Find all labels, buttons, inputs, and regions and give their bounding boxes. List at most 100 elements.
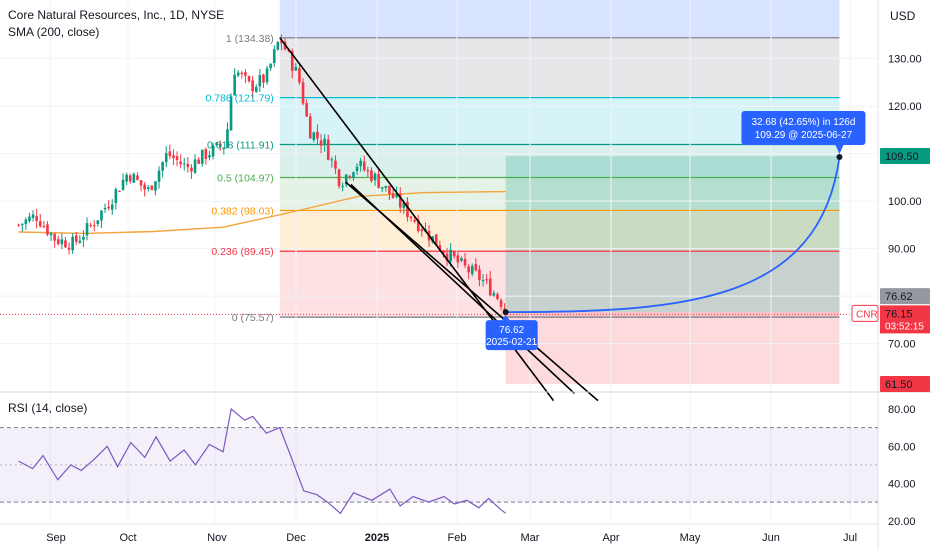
candle-body[interactable] — [215, 142, 218, 146]
candle-body[interactable] — [380, 187, 384, 189]
projection-start-point[interactable] — [502, 309, 509, 316]
candle-body[interactable] — [74, 235, 78, 242]
candle-body[interactable] — [395, 193, 398, 197]
candle-body[interactable] — [222, 147, 226, 149]
candle-body[interactable] — [305, 103, 308, 117]
candle-body[interactable] — [100, 210, 103, 221]
candle-body[interactable] — [355, 166, 359, 171]
candle-body[interactable] — [168, 151, 172, 157]
candle-body[interactable] — [24, 219, 28, 225]
candle-body[interactable] — [276, 41, 280, 50]
candle-body[interactable] — [323, 138, 326, 145]
candle-body[interactable] — [17, 224, 20, 226]
candle-body[interactable] — [236, 72, 240, 76]
candle-body[interactable] — [164, 153, 168, 163]
candle-body[interactable] — [308, 116, 312, 139]
candle-body[interactable] — [244, 72, 247, 76]
candle-body[interactable] — [226, 129, 229, 148]
candle-body[interactable] — [370, 170, 373, 182]
candle-body[interactable] — [463, 258, 467, 266]
start-callout[interactable] — [485, 320, 538, 351]
rsi-axis[interactable]: 80.00 60.00 40.00 20.00 — [888, 404, 916, 528]
candle-body[interactable] — [402, 202, 406, 208]
target-zone[interactable] — [505, 155, 840, 313]
candle-body[interactable] — [190, 167, 193, 172]
candle-body[interactable] — [182, 163, 186, 165]
candle-body[interactable] — [409, 216, 413, 219]
candle-body[interactable] — [20, 223, 24, 225]
candle-body[interactable] — [179, 161, 182, 165]
candle-body[interactable] — [413, 219, 416, 222]
candle-body[interactable] — [85, 223, 89, 236]
candle-body[interactable] — [326, 139, 330, 160]
candle-body[interactable] — [103, 207, 107, 210]
candle-body[interactable] — [301, 82, 305, 104]
candle-body[interactable] — [319, 140, 323, 146]
candle-body[interactable] — [172, 155, 175, 159]
candle-body[interactable] — [114, 189, 118, 204]
candle-body[interactable] — [128, 175, 132, 182]
candle-body[interactable] — [175, 156, 179, 160]
candle-body[interactable] — [157, 170, 161, 182]
candle-body[interactable] — [143, 184, 146, 190]
candle-body[interactable] — [197, 159, 200, 164]
candle-body[interactable] — [121, 179, 125, 190]
candle-body[interactable] — [485, 279, 488, 281]
candle-body[interactable] — [118, 190, 121, 192]
end-callout[interactable] — [741, 110, 866, 145]
time-axis[interactable]: Sep Oct Nov Dec 2025 Feb Mar Apr May Jun Jul — [46, 532, 857, 544]
currency-label[interactable]: USD — [890, 9, 916, 23]
candle-body[interactable] — [352, 172, 355, 178]
candle-body[interactable] — [449, 249, 452, 262]
candle-body[interactable] — [334, 160, 337, 169]
candle-body[interactable] — [377, 173, 380, 188]
candle-body[interactable] — [218, 143, 222, 148]
candle-body[interactable] — [200, 149, 204, 164]
candle-body[interactable] — [64, 240, 67, 248]
candle-body[interactable] — [290, 51, 294, 71]
candle-body[interactable] — [262, 74, 265, 83]
candle-body[interactable] — [265, 68, 269, 83]
candle-body[interactable] — [154, 181, 157, 191]
candle-body[interactable] — [161, 162, 164, 171]
rsi-legend[interactable]: RSI (14, close) — [8, 401, 87, 415]
candle-body[interactable] — [67, 247, 71, 250]
candle-body[interactable] — [146, 187, 150, 189]
candle-body[interactable] — [330, 159, 334, 161]
sma-legend[interactable]: SMA (200, close) — [8, 25, 99, 39]
candle-body[interactable] — [488, 278, 492, 296]
candle-body[interactable] — [35, 216, 38, 221]
candle-body[interactable] — [298, 68, 301, 83]
candle-body[interactable] — [420, 229, 424, 232]
candle-body[interactable] — [251, 80, 254, 92]
chart-title[interactable]: Core Natural Resources, Inc., 1D, NYSE — [8, 8, 224, 22]
candle-body[interactable] — [337, 169, 341, 187]
candle-body[interactable] — [359, 160, 362, 167]
candle-body[interactable] — [341, 186, 344, 188]
candle-body[interactable] — [211, 145, 215, 157]
candle-body[interactable] — [136, 175, 139, 180]
candle-body[interactable] — [38, 221, 42, 227]
candle-body[interactable] — [208, 155, 211, 158]
candle-body[interactable] — [388, 185, 391, 195]
candle-body[interactable] — [384, 185, 388, 188]
projection-curve[interactable] — [505, 156, 841, 314]
candle-body[interactable] — [460, 258, 463, 261]
candle-body[interactable] — [56, 239, 60, 244]
candle-body[interactable] — [499, 300, 503, 307]
candle-body[interactable] — [294, 66, 298, 71]
candle-body[interactable] — [71, 236, 74, 251]
candle-body[interactable] — [110, 204, 114, 210]
candle-body[interactable] — [434, 234, 438, 246]
candle-body[interactable] — [28, 216, 31, 222]
stop-zone[interactable] — [505, 312, 840, 384]
candle-body[interactable] — [233, 74, 236, 96]
trendline-lower[interactable] — [345, 181, 599, 402]
candle-body[interactable] — [42, 226, 46, 228]
candle-body[interactable] — [470, 265, 474, 275]
candle-body[interactable] — [438, 245, 442, 251]
candle-body[interactable] — [445, 253, 449, 261]
sma-200-line[interactable] — [18, 190, 506, 235]
candle-body[interactable] — [193, 159, 197, 173]
candle-body[interactable] — [254, 86, 258, 92]
